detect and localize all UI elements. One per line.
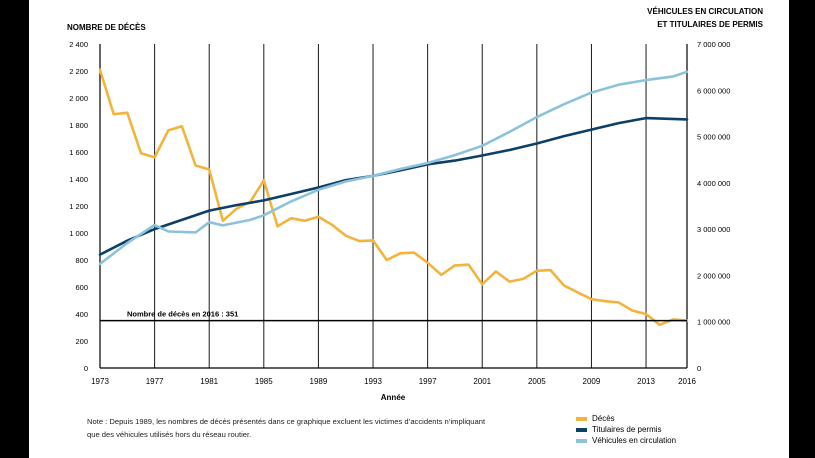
left-tick-label: 2 200 — [69, 67, 88, 76]
series-line-1 — [98, 116, 689, 256]
x-tick-label: 2001 — [473, 377, 491, 386]
x-axis-label: Année — [381, 393, 406, 402]
chart-panel: NOMBRE DE DÉCÈS VÉHICULES EN CIRCULATION… — [29, 0, 789, 458]
x-tick-labels: 1973 1977 1981 1985 1989 1993 1997 2001 2005 2009… — [91, 377, 696, 386]
right-tick-label: 0 — [697, 364, 701, 373]
right-tick-label: 5 000 000 — [697, 133, 730, 142]
legend-swatch-0 — [576, 417, 587, 421]
left-tick-label: 1 200 — [69, 202, 88, 211]
left-tick-label: 1 000 — [69, 229, 88, 238]
left-tick-label: 1 600 — [69, 148, 88, 157]
right-tick-label: 2 000 000 — [697, 271, 730, 280]
series-lines — [98, 68, 689, 327]
x-tick-label: 2013 — [637, 377, 655, 386]
legend: Décès Titulaires de permis Véhicules en ci… — [576, 414, 676, 445]
x-tick-label: 1973 — [91, 377, 109, 386]
right-axis-title-line1: VÉHICULES EN CIRCULATION — [647, 7, 763, 16]
left-axis-title: NOMBRE DE DÉCÈS — [67, 23, 146, 32]
left-tick-label: 800 — [75, 256, 88, 265]
note-line-2: que des véhicules utilisés hors du résea… — [87, 430, 251, 439]
x-tick-label: 1981 — [200, 377, 218, 386]
note-line-1: Note : Depuis 1989, les nombres de décès… — [87, 417, 486, 426]
x-tick-label: 1993 — [364, 377, 382, 386]
right-tick-label: 7 000 000 — [697, 40, 730, 49]
right-tick-label: 1 000 000 — [697, 318, 730, 327]
series-line-0 — [98, 68, 689, 327]
left-tick-label: 1 400 — [69, 175, 88, 184]
legend-swatch-1 — [576, 428, 587, 432]
left-tick-label: 0 — [84, 364, 88, 373]
right-tick-label: 6 000 000 — [697, 86, 730, 95]
right-axis-title-line2: ET TITULAIRES DE PERMIS — [657, 20, 763, 29]
x-tick-label: 2009 — [583, 377, 601, 386]
reference-line-label: Nombre de décès en 2016 : 351 — [127, 310, 238, 319]
legend-label-0: Décès — [592, 414, 615, 423]
left-tick-label: 2 400 — [69, 40, 88, 49]
legend-label-2: Véhicules en circulation — [592, 436, 676, 445]
legend-label-1: Titulaires de permis — [592, 425, 662, 434]
series-line-2 — [98, 70, 689, 266]
x-tick-label: 1985 — [255, 377, 273, 386]
axes — [99, 44, 688, 369]
left-tick-label: 1 800 — [69, 121, 88, 130]
left-tick-label: 2 000 — [69, 94, 88, 103]
x-tick-label: 2005 — [528, 377, 546, 386]
left-tick-label: 400 — [75, 310, 88, 319]
left-tick-label: 600 — [75, 283, 88, 292]
reference-line: Nombre de décès en 2016 : 351 — [100, 310, 687, 322]
x-tick-label: 1977 — [146, 377, 164, 386]
line-chart: NOMBRE DE DÉCÈS VÉHICULES EN CIRCULATION… — [67, 7, 764, 445]
left-y-tick-labels: 0 200 400 600 800 1 000 1 200 1 400 1 600 1 800 2 … — [69, 40, 88, 373]
x-tick-label: 2016 — [678, 377, 696, 386]
left-tick-label: 200 — [75, 337, 88, 346]
right-tick-label: 4 000 000 — [697, 179, 730, 188]
right-tick-label: 3 000 000 — [697, 225, 730, 234]
x-tick-label: 1997 — [419, 377, 437, 386]
legend-swatch-2 — [576, 439, 587, 443]
right-y-tick-labels: 0 1 000 000 2 000 000 3 000 000 4 000 000 5 0… — [697, 40, 730, 373]
x-tick-label: 1989 — [310, 377, 328, 386]
